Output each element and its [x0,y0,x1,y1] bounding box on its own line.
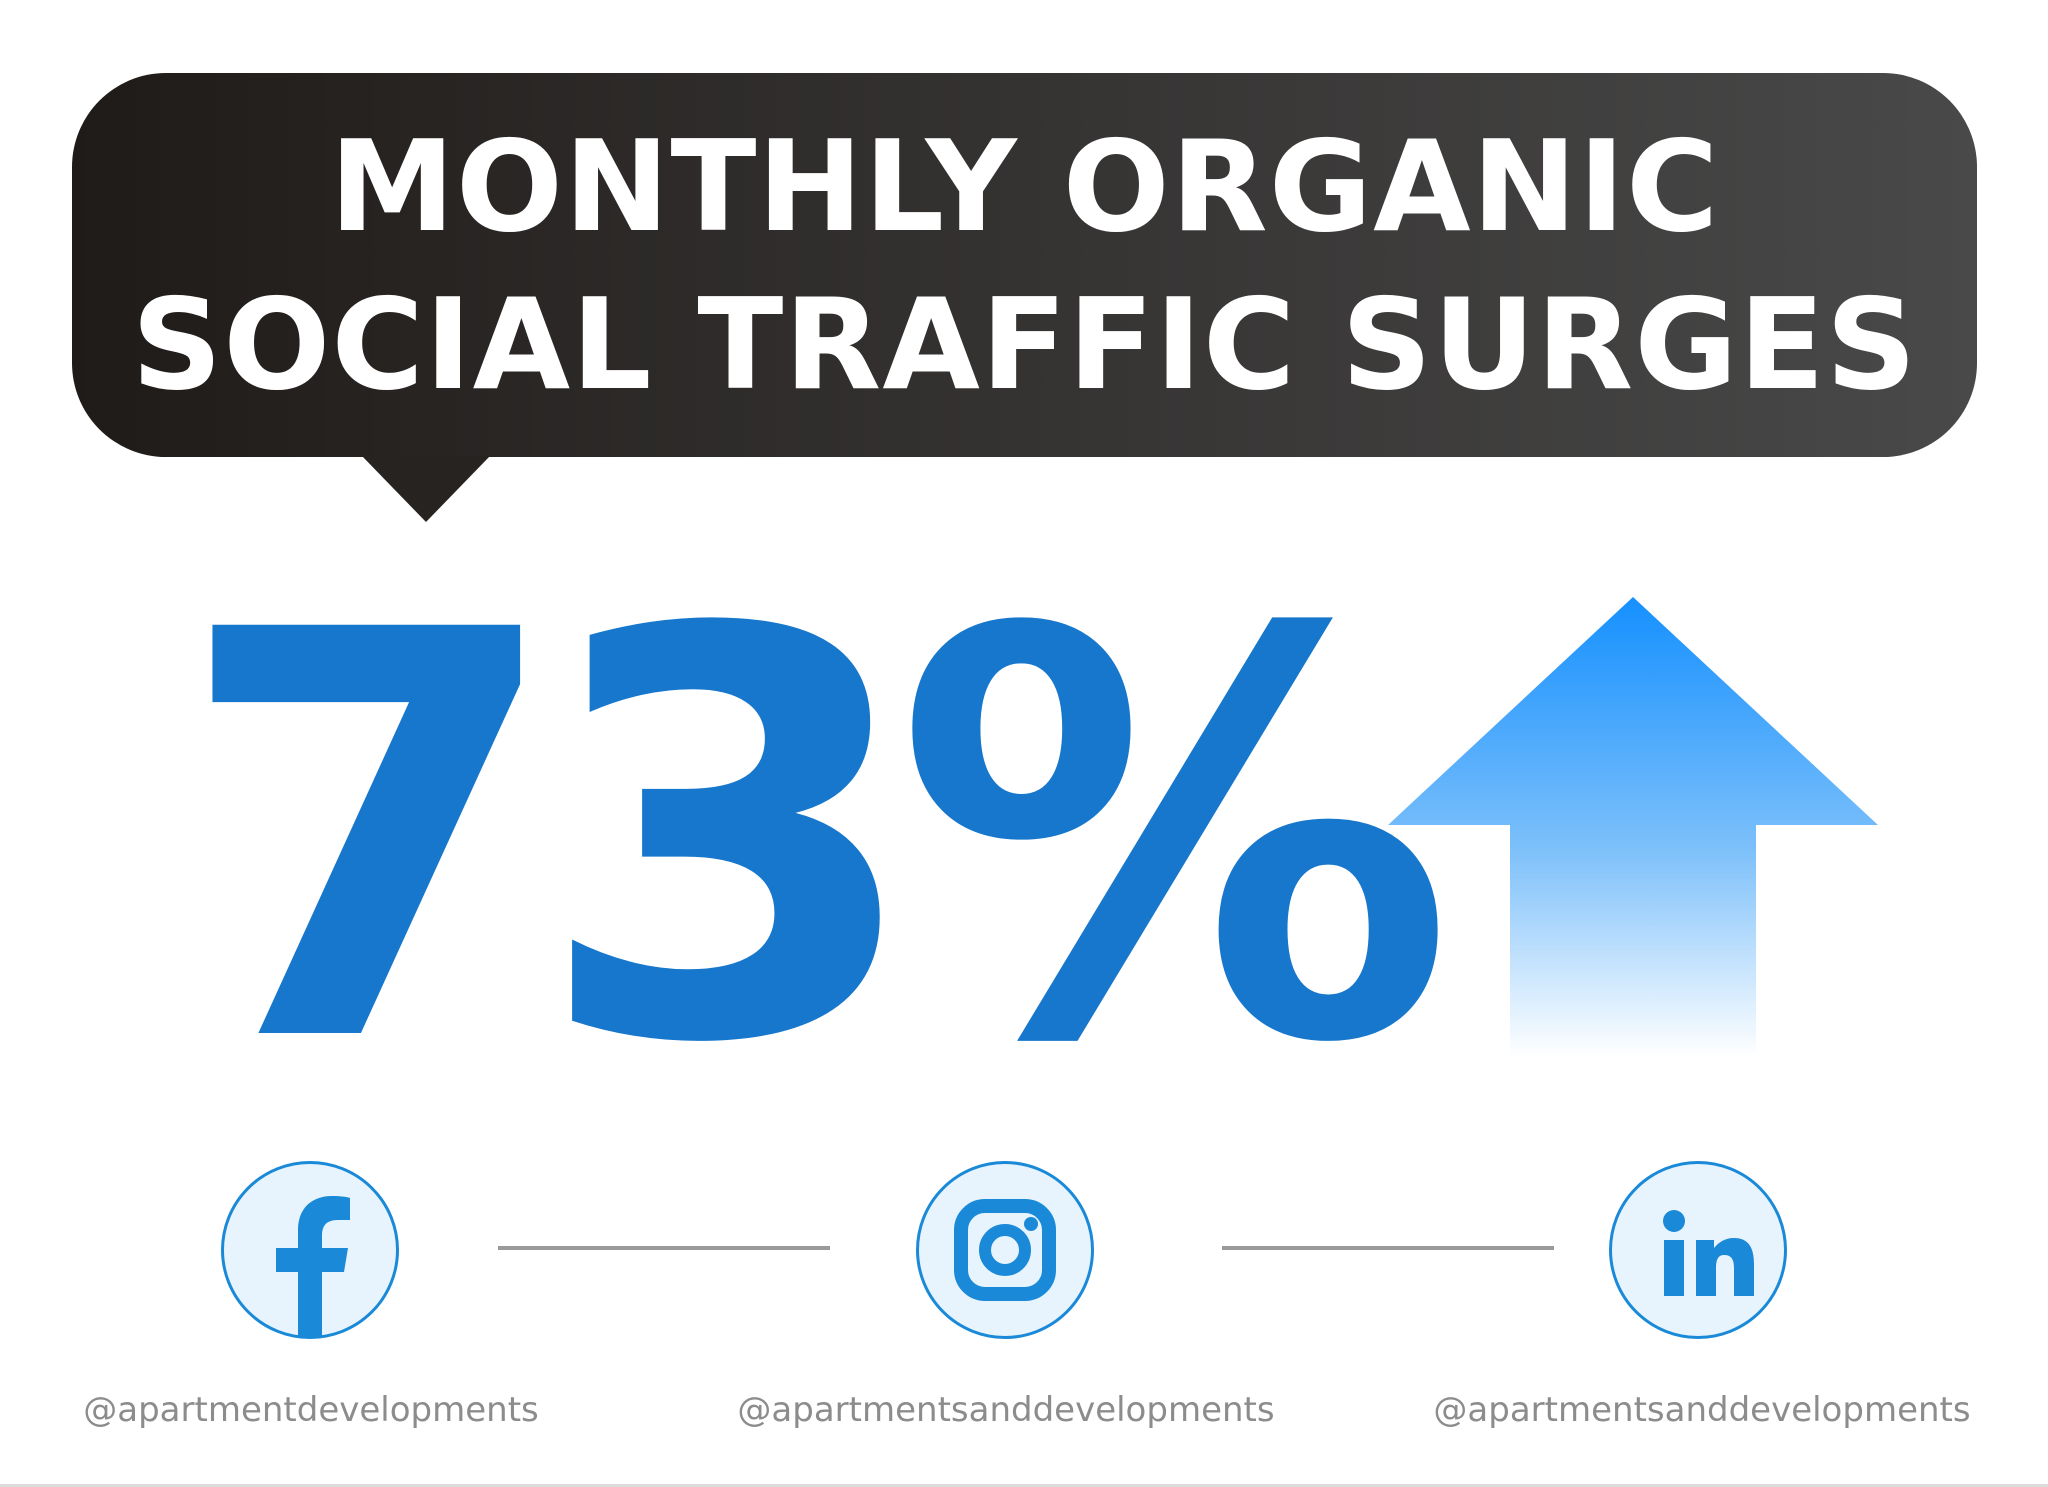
headline: MONTHLY ORGANIC SOCIAL TRAFFIC SURGES [72,108,1977,424]
instagram-button[interactable] [916,1161,1094,1339]
up-arrow-icon [1388,597,1878,1057]
facebook-handle[interactable]: @apartmentdevelopments [83,1390,539,1430]
connector-line-2 [1222,1246,1554,1250]
linkedin-handle[interactable]: @apartmentsanddevelopments [1433,1390,1971,1430]
headline-line-2: SOCIAL TRAFFIC SURGES [131,271,1918,418]
connector-line-1 [498,1246,830,1250]
linkedin-icon [1663,1210,1754,1296]
instagram-icon [954,1199,1056,1301]
facebook-icon [276,1196,350,1336]
headline-bubble [72,73,1977,457]
stat-value: 73% [175,514,1455,1166]
instagram-handle[interactable]: @apartmentsanddevelopments [737,1390,1275,1430]
bottom-divider [0,1484,2048,1487]
facebook-button[interactable] [221,1161,399,1339]
headline-line-1: MONTHLY ORGANIC [329,113,1720,260]
headline-bubble-tail [362,456,490,522]
linkedin-button[interactable] [1609,1161,1787,1339]
